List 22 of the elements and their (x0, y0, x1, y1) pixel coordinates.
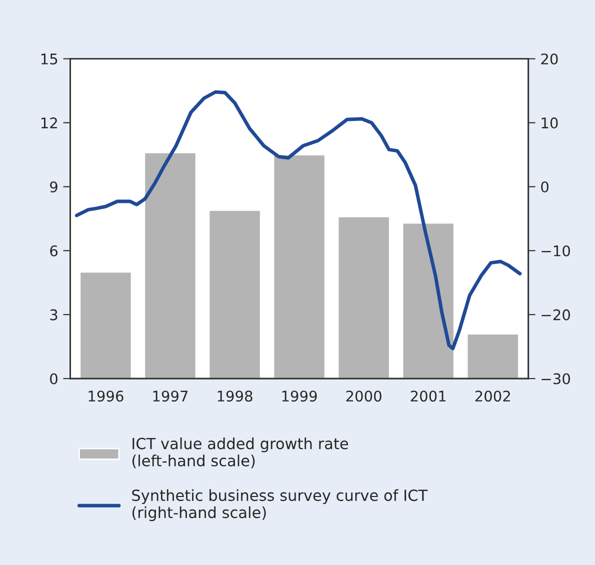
y-tick-label: 3 (50, 309, 58, 320)
y-tick-label: 15 (41, 54, 58, 65)
y-tick-label: 6 (50, 245, 58, 256)
y2-tick-label: −30 (542, 373, 570, 384)
y2-tick-label: −20 (542, 309, 570, 320)
y2-tick-label: 0 (541, 181, 548, 192)
y2-tick-label: 10 (542, 117, 558, 128)
x-tick-label: 2000 (346, 390, 382, 402)
line-series (74, 90, 522, 350)
y-tick-label: 12 (41, 117, 57, 128)
legend-label: ICT value added growth rate (left-hand scale) (132, 438, 348, 468)
y-tick-label: 9 (50, 181, 58, 192)
x-tick-label: 1996 (88, 390, 124, 402)
y-tick-label: 0 (50, 373, 58, 384)
y2-tick-label: 20 (541, 53, 558, 65)
x-tick-label: 1998 (218, 390, 252, 402)
x-tick-label: 1997 (153, 390, 188, 402)
x-tick-label: 2001 (410, 390, 446, 402)
legend-label: Synthetic business survey curve of ICT (right-hand scale) (132, 489, 428, 522)
y2-tick-label: −10 (542, 245, 570, 256)
x-tick-label: 2002 (475, 390, 510, 402)
x-tick-label: 1999 (282, 390, 317, 402)
